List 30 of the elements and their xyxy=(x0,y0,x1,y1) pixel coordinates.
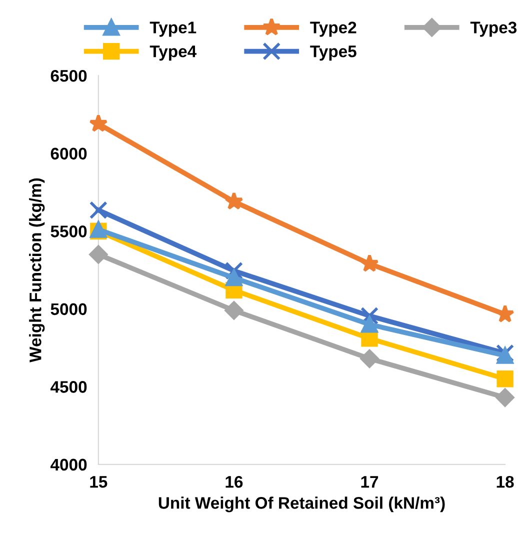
x-axis-title: Unit Weight Of Retained Soil (kN/m³) xyxy=(158,496,445,512)
point xyxy=(360,306,379,325)
legend-label: Type5 xyxy=(310,46,356,61)
point xyxy=(496,370,514,388)
y-tick-label: 5500 xyxy=(50,226,87,238)
point xyxy=(360,349,379,368)
point xyxy=(360,254,379,272)
legend-label: Type2 xyxy=(310,22,356,37)
point xyxy=(89,201,108,220)
legend-label: Type4 xyxy=(150,46,197,61)
point xyxy=(224,192,244,210)
legend-label: Type1 xyxy=(150,22,196,37)
point xyxy=(89,114,108,132)
y-tick-label: 4000 xyxy=(50,458,87,471)
y-tick-label: 4500 xyxy=(50,381,87,393)
point xyxy=(496,388,514,407)
y-tick-label: 6000 xyxy=(50,148,87,160)
point xyxy=(496,347,514,364)
y-tick-label: 6500 xyxy=(50,70,87,82)
point xyxy=(224,301,244,320)
point xyxy=(361,316,378,333)
x-tick-label: 15 xyxy=(90,476,108,488)
y-axis-title: Weight Function (kg/m) xyxy=(29,178,45,362)
x-tick-label: 17 xyxy=(361,476,378,488)
x-tick-label: 16 xyxy=(226,476,243,488)
point xyxy=(226,269,242,286)
x-tick-label: 18 xyxy=(496,476,514,488)
y-tick-label: 5000 xyxy=(50,303,87,316)
legend-label: Type3 xyxy=(470,22,517,37)
point xyxy=(89,245,108,264)
